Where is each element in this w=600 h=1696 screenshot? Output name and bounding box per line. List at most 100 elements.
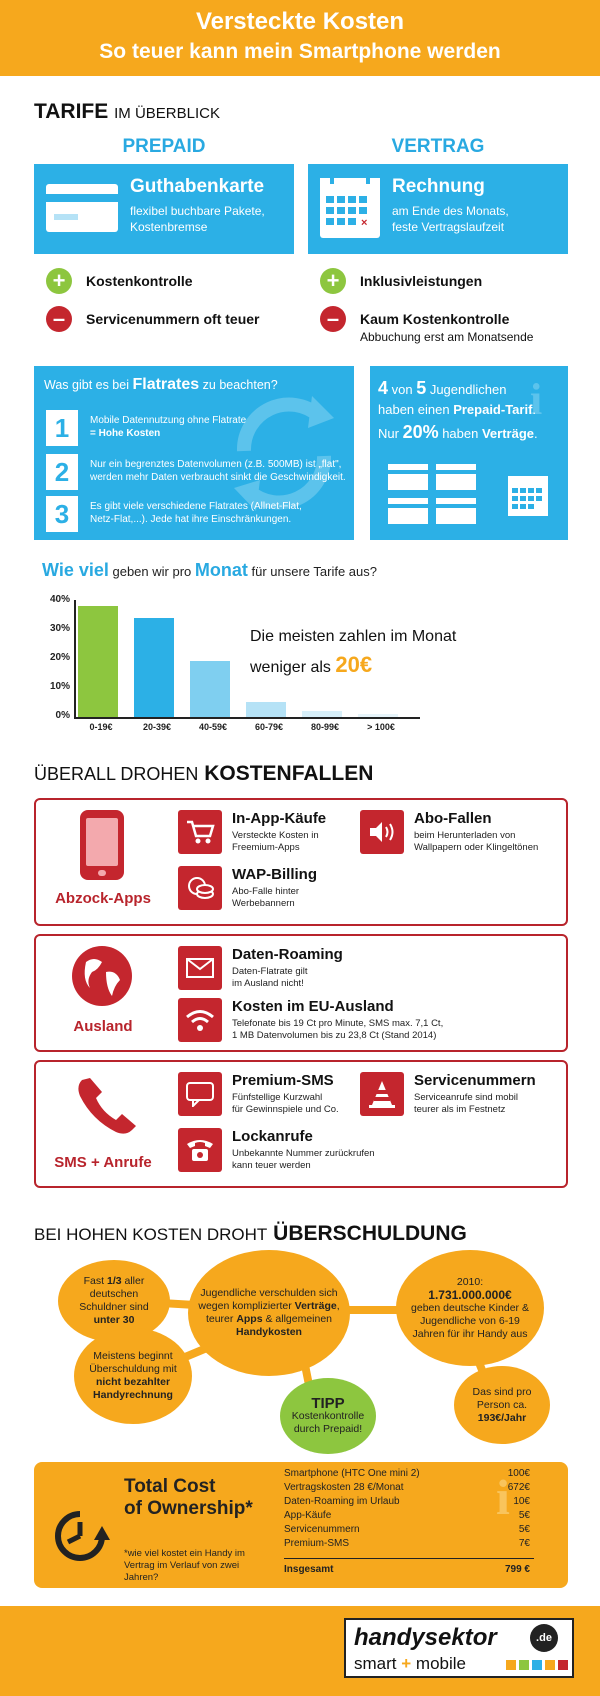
trap-desc: beim Herunterladen von Wallpapern oder Kl…: [414, 830, 538, 854]
x-axis: [74, 717, 420, 719]
x-tick-label: 0-19€: [89, 722, 113, 732]
jugend-line1: 4 von 5 Jugendlichen: [378, 378, 506, 399]
bubble-tipp-title: TIPP: [311, 1394, 345, 1412]
logo-square: [558, 1660, 568, 1670]
smartphone-icon: [80, 810, 124, 880]
credit-card-icon: [388, 464, 428, 490]
trap-desc-line1: Versteckte Kosten in: [232, 830, 319, 841]
plus-icon: +: [46, 268, 72, 294]
flatrates-q-pre: Was gibt es bei: [44, 378, 133, 392]
schulden-heading: BEI HOHEN KOSTEN DROHT ÜBERSCHULDUNG: [34, 1222, 467, 1246]
coins-icon: [178, 866, 222, 910]
svg-text:×: ×: [361, 217, 367, 229]
trap-title: Premium-SMS: [232, 1072, 334, 1089]
bubble-text: Fast: [83, 1275, 107, 1287]
chart-title-c: Monat: [194, 560, 248, 580]
bubble-text: Meistens beginnt Überschuldung mit: [89, 1350, 177, 1375]
shopping-cart-icon: [178, 810, 222, 854]
chart-annotation-line2: weniger als 20€: [250, 652, 372, 678]
tco-total-label: Insgesamt: [284, 1564, 334, 1575]
trap-desc-line1: Unbekannte Nummer zurückrufen: [232, 1148, 375, 1159]
bubble-text: 2010:: [456, 1275, 484, 1288]
vertrag-card-line2: feste Vertragslaufzeit: [392, 220, 505, 234]
traffic-cone-icon: [360, 1072, 404, 1116]
schulden-heading-big: ÜBERSCHULDUNG: [273, 1222, 467, 1245]
y-axis: [74, 600, 76, 718]
jugend-vertraege: Verträge: [481, 426, 535, 441]
bubble-2010: 2010: 1.731.000.000€ geben deutsche Kinder…: [396, 1250, 544, 1366]
tco-title1: Total Cost: [124, 1476, 216, 1497]
trap-title: WAP-Billing: [232, 866, 317, 883]
trap-desc-line1: Telefonate bis 19 Ct pro Minute, SMS max…: [232, 1018, 444, 1029]
chart-title-a: Wie viel: [42, 560, 109, 580]
flatrate-item-number: 2: [46, 454, 78, 490]
tco-total-value: 799 €: [504, 1564, 530, 1575]
phone-handset-icon: [72, 1072, 142, 1142]
prepaid-plus-label: Kostenkontrolle: [86, 273, 193, 289]
bubble-bold: 1/3: [106, 1275, 122, 1287]
jugend-text: Nur: [378, 426, 403, 441]
refresh-arrows-icon: [234, 396, 334, 511]
prepaid-card-title: Guthabenkarte: [130, 176, 265, 197]
prepaid-minus-label: Servicenummern oft teuer: [86, 311, 260, 327]
trap-desc-line2: im Ausland nicht!: [232, 978, 304, 989]
trap-desc-line1: beim Herunterladen von: [414, 830, 516, 841]
flatrate-item-text: Es gibt viele verschiedene Flatrates (Al…: [90, 500, 302, 526]
trap-desc: Daten-Flatrate gilt im Ausland nicht!: [232, 966, 308, 990]
bubble-bold: unter 30: [93, 1314, 135, 1326]
trap-desc: Versteckte Kosten in Freemium-Apps: [232, 830, 319, 854]
bubble-bold: Apps: [236, 1313, 263, 1325]
chart-annotation-value: 20€: [335, 652, 373, 677]
credit-card-icon: [436, 464, 476, 490]
bubble-handyrechnung: Meistens beginnt Überschuldung mit nicht…: [74, 1328, 192, 1424]
bubble-bold: Verträge: [294, 1300, 337, 1312]
x-tick-label: > 100€: [367, 722, 395, 732]
bubble-schuldner: Fast 1/3 aller deutschen Schuldner sind …: [58, 1260, 170, 1342]
chart-title: Wie viel geben wir pro Monat für unsere …: [42, 560, 377, 581]
jugend-text: Jugendlichen: [426, 382, 507, 397]
trap-title: Daten-Roaming: [232, 946, 343, 963]
tco-row-value: 5€: [518, 1524, 530, 1535]
tco-row-item: Premium-SMS: [284, 1538, 350, 1549]
y-tick-label: 40%: [49, 594, 70, 605]
logo-tagline-a: smart: [354, 1654, 397, 1673]
minus-icon: –: [320, 306, 346, 332]
logo-square: [545, 1660, 555, 1670]
chart-bar: [246, 702, 286, 717]
tco-box: Total Cost of Ownership* *wie viel koste…: [34, 1462, 568, 1588]
tco-row-value: 672€: [507, 1482, 530, 1493]
trap-desc: Serviceanrufe sind mobil teurer als im Fe…: [414, 1092, 518, 1116]
trap-title: In-App-Käufe: [232, 810, 327, 827]
prepaid-card: Guthabenkarte flexibel buchbare Pakete, …: [34, 164, 294, 254]
tco-row-value: 5€: [518, 1510, 530, 1521]
trap-desc-line2: kann teuer werden: [232, 1160, 311, 1171]
page-title: Versteckte Kosten: [195, 8, 405, 35]
jugend-box: i 4 von 5 Jugendlichen haben einen Prepa…: [370, 366, 568, 540]
trap-group-label: Abzock-Apps: [55, 890, 151, 907]
jugend-num-5: 5: [416, 378, 427, 398]
chart-bar: [302, 711, 342, 717]
header-banner: [0, 0, 600, 76]
credit-card-icon: [388, 498, 428, 524]
flatrate-item-text: Mobile Datennutzung ohne Flatrate = Hohe…: [90, 414, 246, 440]
trap-title: Servicenummern: [414, 1072, 536, 1089]
handysektor-logo: handysektor .de smart + mobile: [344, 1618, 574, 1678]
prepaid-card-line1: flexibel buchbare Pakete,: [130, 204, 265, 218]
trap-desc-line1: Serviceanrufe sind mobil: [414, 1092, 519, 1103]
tco-note: *wie viel kostet ein Handy im Vertrag im…: [124, 1548, 245, 1583]
flatrate-item-number: 3: [46, 496, 78, 532]
trap-desc-line1: Daten-Flatrate gilt: [232, 966, 308, 977]
trap-group-ausland: Ausland Daten-Roaming Daten-Flatrate gil…: [34, 934, 568, 1052]
minus-icon: –: [46, 306, 72, 332]
trap-desc-line2: teurer als im Festnetz: [414, 1104, 506, 1115]
tco-row-item: Servicenummern: [284, 1524, 360, 1535]
bubble-text: , teurer: [205, 1300, 340, 1325]
chart-bar: [78, 606, 118, 717]
trap-desc: Abo-Falle hinter Werbebannern: [232, 886, 299, 910]
flatrates-question: Was gibt es bei Flatrates zu beachten?: [44, 376, 278, 394]
plus-icon: +: [401, 1654, 412, 1673]
flatrate-item-line2: = Hohe Kosten: [90, 428, 161, 439]
clock-arrow-icon: [50, 1506, 110, 1566]
trap-title: Kosten im EU-Ausland: [232, 998, 394, 1015]
flatrates-q-post: zu beachten?: [199, 378, 278, 392]
